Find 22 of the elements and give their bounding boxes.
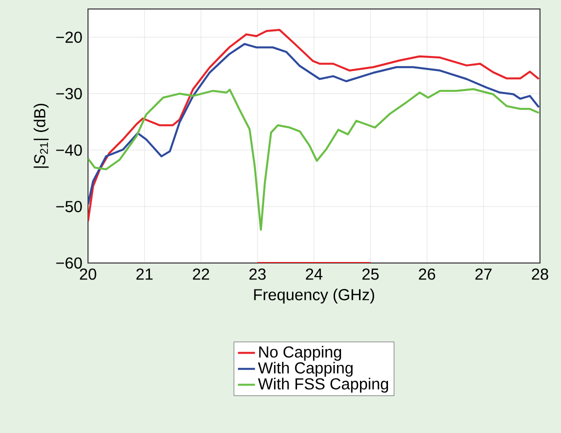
x-tick-label: 28 — [532, 268, 548, 280]
legend-label: No Capping — [259, 346, 342, 361]
x-tick-label: 21 — [136, 268, 153, 280]
line-series — [88, 88, 540, 231]
line-series — [88, 28, 540, 222]
y-tick-label: −30 — [56, 88, 82, 100]
y-tick-label: −60 — [56, 257, 82, 269]
x-tick-label: 27 — [475, 268, 492, 280]
x-axis-title: Frequency (GHz) — [254, 288, 374, 304]
x-tick-label: 25 — [362, 268, 379, 280]
x-tick-label: 26 — [418, 268, 436, 280]
legend-label: With Capping — [258, 362, 353, 377]
x-tick-label: 20 — [80, 268, 96, 280]
x-tick-label: 23 — [249, 268, 266, 280]
y-axis-title: |S$_{21}$| (dB) — [34, 104, 49, 168]
x-tick-label: 22 — [192, 268, 210, 280]
y-tick-label: −50 — [56, 200, 82, 212]
y-tick-label: −40 — [56, 144, 82, 156]
legend-label: With FSS Capping — [258, 378, 388, 393]
x-tick-label: 24 — [306, 268, 322, 280]
line-series — [88, 42, 540, 206]
y-tick-label: −20 — [56, 32, 82, 43]
